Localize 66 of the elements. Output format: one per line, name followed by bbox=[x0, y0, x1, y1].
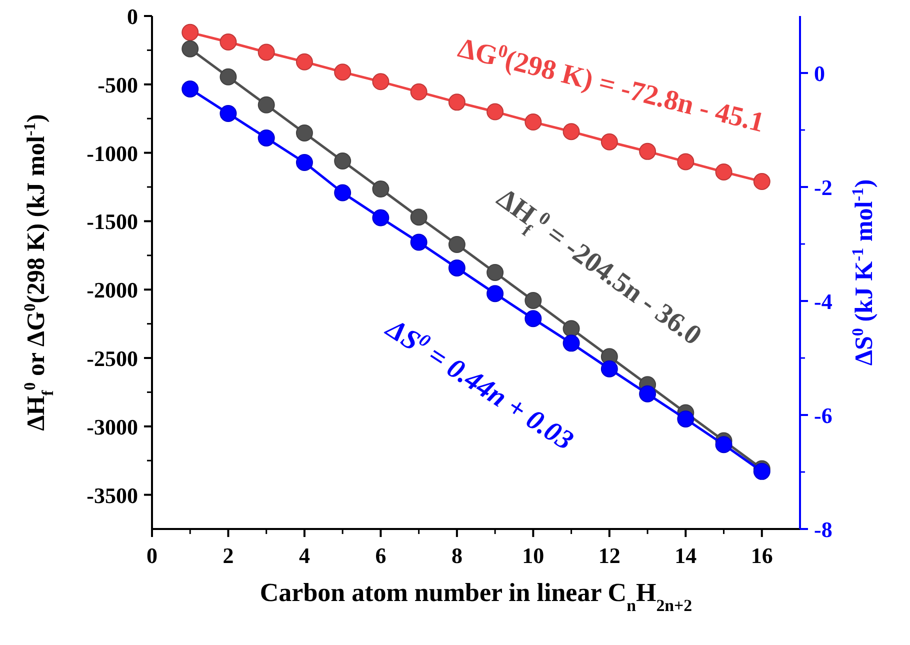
y-tick-label: -2000 bbox=[86, 278, 138, 303]
point bbox=[220, 33, 237, 50]
point bbox=[562, 334, 580, 352]
point bbox=[372, 209, 390, 226]
x-tick-label: 4 bbox=[298, 543, 310, 568]
x-tick-label: 10 bbox=[522, 543, 544, 568]
point bbox=[524, 310, 542, 328]
point bbox=[410, 208, 428, 226]
point bbox=[448, 236, 466, 253]
point bbox=[715, 163, 732, 180]
y2-tick-label: -2 bbox=[814, 175, 832, 200]
point bbox=[448, 94, 466, 111]
point bbox=[220, 104, 237, 122]
x-tick-label: 6 bbox=[375, 543, 386, 568]
point bbox=[258, 129, 275, 146]
point bbox=[486, 285, 504, 302]
point bbox=[448, 259, 466, 276]
y-tick-label: -2500 bbox=[86, 346, 138, 371]
y-tick-label: -3500 bbox=[86, 482, 138, 508]
point bbox=[334, 152, 352, 170]
point bbox=[410, 83, 428, 100]
y-tick-label: -3000 bbox=[86, 414, 138, 440]
point bbox=[182, 40, 199, 58]
point bbox=[296, 124, 313, 142]
point bbox=[410, 234, 428, 251]
y-tick-label: -500 bbox=[98, 72, 138, 98]
point bbox=[372, 180, 390, 198]
y2-tick-label: 0 bbox=[814, 61, 825, 86]
point bbox=[182, 24, 199, 41]
point bbox=[258, 44, 275, 61]
point bbox=[677, 410, 694, 428]
point bbox=[220, 68, 237, 86]
point bbox=[639, 385, 656, 402]
point bbox=[296, 53, 313, 70]
x-tick-label: 8 bbox=[451, 543, 462, 568]
point bbox=[639, 142, 656, 160]
point bbox=[486, 264, 504, 281]
point bbox=[600, 133, 618, 150]
y-tick-label: 0 bbox=[127, 4, 138, 29]
x-tick-label: 14 bbox=[674, 543, 697, 568]
point bbox=[753, 173, 770, 190]
x-tick-label: 2 bbox=[222, 543, 234, 568]
y2-tick-label: -8 bbox=[814, 517, 832, 542]
x-tick-label: 0 bbox=[146, 543, 158, 568]
y2-tick-label: -4 bbox=[814, 289, 832, 314]
point bbox=[334, 184, 352, 202]
annotation: ΔG$^{0}$(298 K) = -72.8n - 45.1 bbox=[454, 32, 768, 139]
point bbox=[715, 436, 732, 454]
point bbox=[524, 114, 542, 131]
point bbox=[562, 320, 580, 338]
point bbox=[486, 103, 504, 120]
point bbox=[182, 80, 199, 98]
point bbox=[258, 96, 275, 114]
point bbox=[296, 154, 313, 171]
point bbox=[372, 73, 390, 90]
point bbox=[334, 64, 352, 81]
x-tick-label: 16 bbox=[750, 543, 773, 568]
point bbox=[677, 153, 694, 170]
x-axis-title: Carbon atom number in linear C$_{n}$H$_{2n+2}$ bbox=[260, 578, 692, 614]
y-tick-label: -1000 bbox=[86, 140, 138, 166]
point bbox=[600, 360, 618, 378]
x-tick-label: 12 bbox=[598, 543, 620, 568]
point bbox=[524, 292, 542, 310]
point bbox=[562, 123, 580, 140]
y-tick-label: -1500 bbox=[86, 209, 138, 234]
y2-tick-label: -6 bbox=[814, 403, 832, 428]
